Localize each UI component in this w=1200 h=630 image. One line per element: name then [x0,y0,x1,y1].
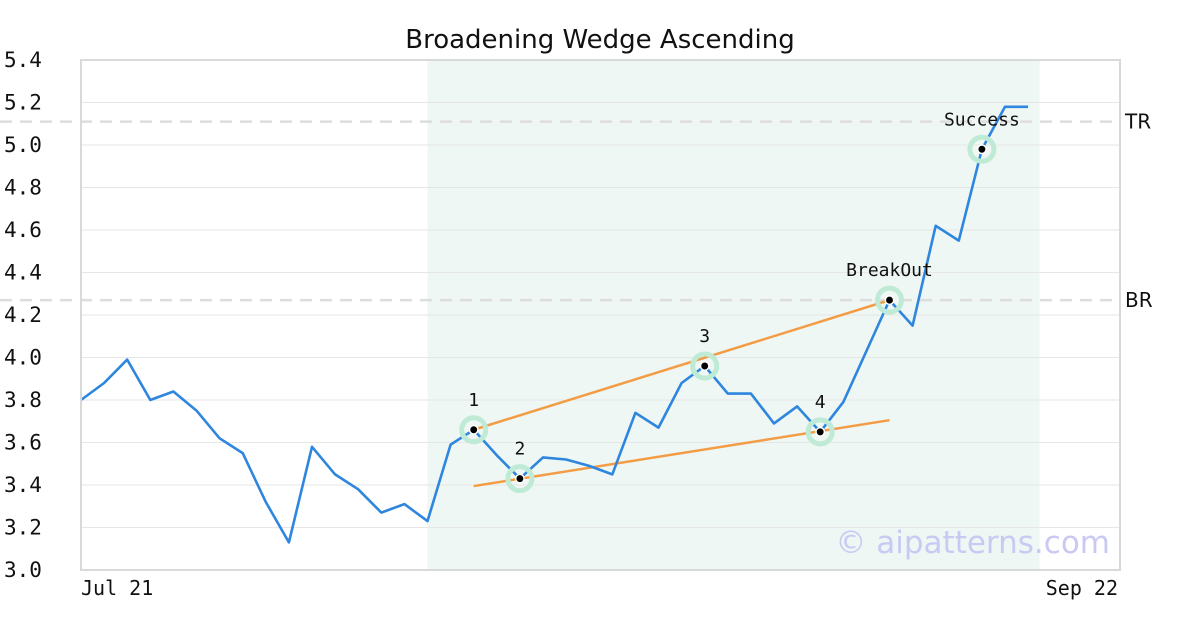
y-tick-label: 5.2 [4,91,42,115]
point-marker-success [976,144,987,155]
y-tick-label: 3.0 [4,558,42,582]
y-tick-label: 5.4 [4,48,42,72]
y-tick-label: 4.0 [4,346,42,370]
point-label-success: Success [944,109,1020,130]
point-halo-4 [805,417,835,447]
point-marker-3 [699,361,710,371]
plot-frame [80,59,1121,571]
point-label-3: 3 [699,326,710,347]
y-tick-label: 3.8 [4,388,42,412]
x-tick-label: Sep 22 [1046,576,1118,600]
watermark: © aipatterns.com [835,525,1110,561]
point-label-breakout: BreakOut [846,260,933,281]
point-halo-3 [690,351,720,381]
point-label-4: 4 [815,392,826,413]
level-label-tr: TR [1124,110,1151,134]
point-halo-success [967,134,997,164]
y-tick-label: 3.4 [4,473,42,497]
y-tick-label: 3.2 [4,516,42,540]
level-label-br: BR [1125,288,1153,312]
y-tick-label: 3.6 [4,431,42,455]
y-tick-label: 4.2 [4,303,42,327]
y-tick-label: 4.4 [4,261,42,285]
point-marker-4 [815,426,826,437]
x-tick-label: Jul 21 [81,576,153,600]
point-label-2: 2 [514,439,525,460]
price-line [80,105,1029,544]
point-halo-1 [459,415,489,445]
point-marker-2 [514,473,525,484]
chart-title: Broadening Wedge Ascending [405,25,795,55]
y-tick-label: 4.8 [4,176,42,200]
point-marker-1 [468,424,479,435]
y-tick-label: 5.0 [4,133,42,157]
y-tick-label: 4.6 [4,218,42,242]
point-label-1: 1 [468,390,479,411]
point-halo-2 [505,464,535,494]
trendline-1 [473,298,890,431]
point-halo-breakout [875,285,904,315]
point-marker-breakout [884,295,895,306]
